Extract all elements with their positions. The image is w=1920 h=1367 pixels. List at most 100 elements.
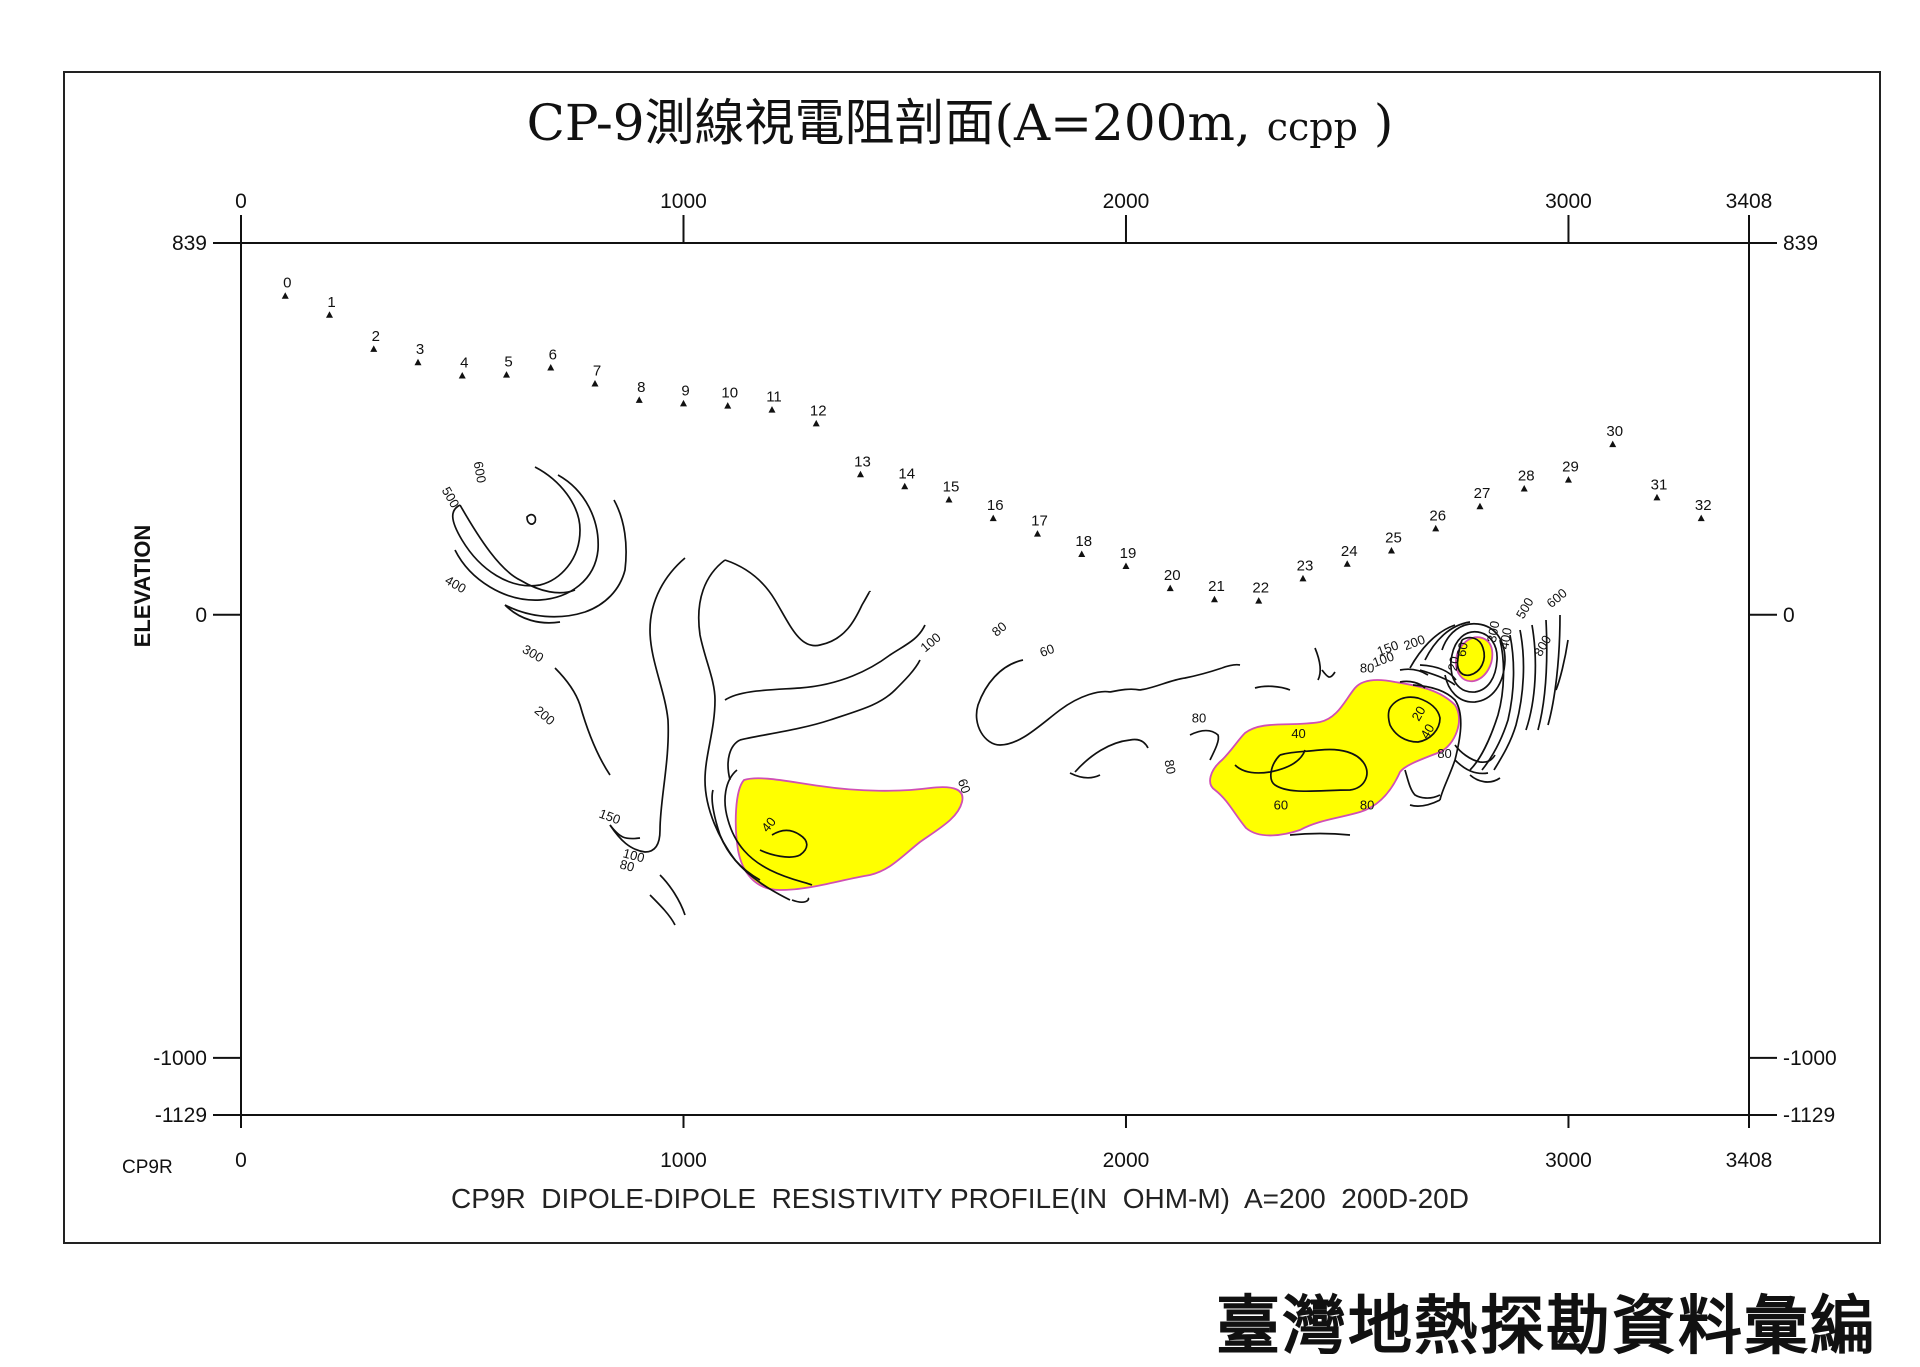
contour-line (451, 466, 581, 587)
x-tick-label-bottom: 2000 (1103, 1149, 1150, 1172)
contour-label: 80 (1162, 758, 1179, 775)
station-label: 32 (1695, 497, 1712, 514)
contour-line (1469, 639, 1505, 771)
station-marker (635, 396, 643, 403)
contour-label: 60 (1274, 798, 1288, 813)
contour-lines (451, 466, 1569, 926)
contour-line (1469, 774, 1501, 783)
contour-line (1270, 748, 1368, 793)
station-label: 23 (1297, 557, 1314, 574)
station-marker (281, 292, 289, 299)
contour-line (1139, 667, 1223, 691)
station-marker (856, 470, 864, 478)
station-label: 27 (1474, 485, 1491, 502)
contour-line (711, 789, 761, 881)
x-tick-label-bottom: 0 (235, 1149, 247, 1172)
contour-label: 40 (1417, 721, 1437, 741)
contour-label: 20 (1408, 704, 1428, 724)
contour-label: 80 (1437, 746, 1451, 761)
contour-line (659, 874, 686, 916)
station-marker (458, 371, 466, 379)
contour-label: 150 (1375, 637, 1401, 659)
station-marker (1122, 562, 1130, 570)
station-marker (325, 311, 333, 318)
station-marker (502, 371, 510, 378)
x-tick-label-bottom: 3000 (1545, 1149, 1592, 1172)
station-label: 25 (1385, 530, 1402, 547)
contour-line (1412, 684, 1462, 801)
contour-label: 80 (1360, 660, 1374, 675)
contour-label: 400 (1496, 626, 1515, 650)
station-label: 11 (766, 389, 782, 406)
contour-line (1109, 688, 1141, 693)
profile-code: CP9R (122, 1157, 173, 1178)
contour-line (649, 894, 676, 926)
contour-line (504, 604, 561, 624)
y-tick-label-left: 0 (195, 604, 207, 627)
x-tick-label-bottom: 1000 (660, 1149, 707, 1172)
contour-line (1454, 744, 1496, 764)
station-marker (1033, 530, 1041, 537)
contour-label: 80 (1360, 798, 1374, 813)
contour-line (1481, 634, 1515, 771)
contour-line (1189, 729, 1220, 761)
contour-line (609, 557, 686, 853)
station-marker (547, 364, 555, 371)
station-label: 5 (504, 354, 512, 371)
contour-label: 200 (532, 703, 558, 728)
contour-label: 400 (442, 572, 468, 596)
y-tick-label-right: 839 (1783, 232, 1818, 255)
contour-label: 80 (1192, 710, 1206, 725)
contour-line (454, 474, 599, 601)
station-marker (1564, 476, 1572, 483)
contour-line (1254, 685, 1291, 691)
y-tick-label-right: -1000 (1783, 1047, 1837, 1070)
station-label: 10 (721, 385, 738, 402)
station-marker (1078, 550, 1086, 558)
station-label: 15 (943, 479, 960, 496)
contour-line (1555, 639, 1569, 691)
station-label: 26 (1429, 507, 1446, 524)
contour-line (1387, 696, 1441, 743)
contour-line (1547, 614, 1561, 726)
station-marker (1299, 574, 1307, 582)
contour-label: 100 (917, 630, 943, 655)
station-marker (679, 399, 687, 407)
contour-labels: 6005004003002001501008010080606040808040… (439, 460, 1570, 875)
y-tick-label-left: 839 (172, 232, 207, 255)
station-marker (1210, 595, 1218, 603)
station-label: 3 (416, 341, 424, 358)
contour-label: 60 (1038, 641, 1057, 660)
station-label: 9 (681, 382, 689, 399)
title-code: ccpp (1266, 105, 1358, 149)
contour-label: 200 (1402, 632, 1428, 654)
contour-line (1456, 636, 1486, 677)
contour-label: 150 (597, 806, 623, 828)
x-tick-label-top: 2000 (1103, 190, 1150, 213)
station-label: 2 (372, 328, 380, 345)
contour-line (1314, 647, 1321, 681)
low-resistivity-zones (734, 636, 1494, 891)
contour-line (1399, 668, 1429, 676)
station-label: 18 (1075, 533, 1092, 550)
contour-line (727, 739, 741, 781)
contour-line (724, 769, 813, 886)
contour-line (1419, 664, 1457, 681)
contour-line (1525, 624, 1537, 731)
contour-label: 500 (1513, 595, 1537, 621)
contour-line (1069, 772, 1101, 779)
station-label: 20 (1164, 567, 1181, 584)
chart-title: CP-9測線視電阻剖面(A=200m, ccpp ) (0, 83, 1920, 155)
station-label: 12 (810, 402, 827, 419)
plot-frame (63, 71, 1881, 1244)
contour-label: 20 (1445, 655, 1462, 672)
station-label: 13 (854, 453, 871, 470)
station-marker (724, 402, 732, 409)
station-marker (414, 358, 422, 366)
contour-line (724, 559, 871, 647)
contour-line (554, 667, 611, 776)
station-label: 16 (987, 497, 1004, 514)
station-marker (1609, 440, 1617, 448)
